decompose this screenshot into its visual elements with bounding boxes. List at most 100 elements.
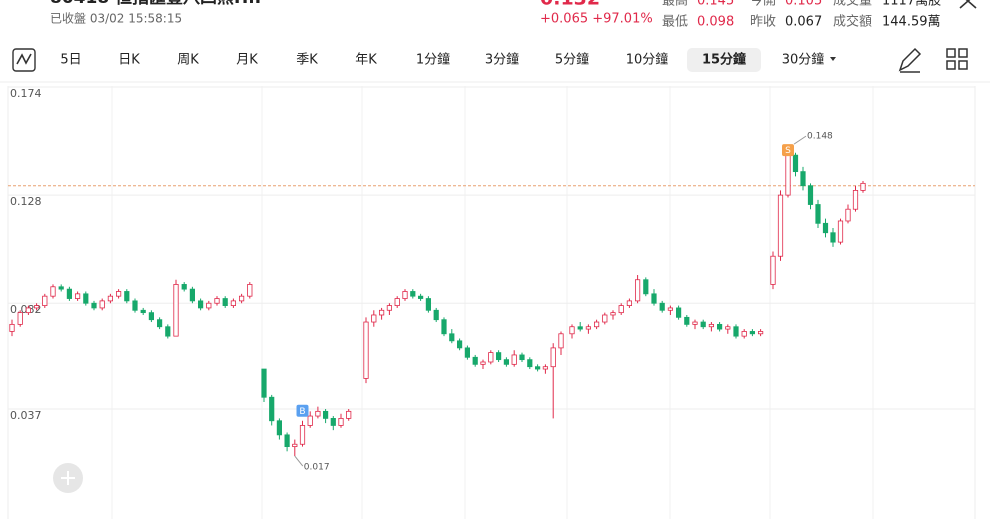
price: 0.132 — [540, 0, 600, 10]
candle-body — [346, 410, 352, 419]
candle-body — [222, 298, 228, 306]
candle-body — [261, 368, 267, 398]
buy-marker-label: B — [299, 407, 305, 417]
candle-body — [230, 300, 236, 306]
candle-body — [643, 279, 649, 295]
stat-value: 144.59萬 — [882, 15, 941, 30]
change: +0.065 +97.01% — [540, 12, 653, 27]
candle-body — [42, 295, 48, 306]
tab[interactable]: 1分鐘 — [416, 52, 450, 68]
candle-body — [91, 302, 97, 309]
candle-body — [140, 309, 146, 314]
candle-body — [815, 204, 821, 224]
tab[interactable]: 周K — [177, 53, 199, 68]
close-button[interactable] — [959, 0, 977, 9]
candle-body — [299, 425, 306, 445]
add-button[interactable] — [53, 463, 83, 493]
dropdown-arrow — [830, 57, 836, 61]
tab[interactable]: 5分鐘 — [555, 52, 589, 68]
candle-body — [577, 326, 583, 330]
stat-value: 0.067 — [785, 15, 822, 30]
tab[interactable]: 月K — [236, 53, 258, 68]
candle-body — [542, 366, 549, 370]
candle-body — [189, 288, 195, 302]
stat-label: 昨收 — [750, 15, 776, 30]
y-tick-label: 0.174 — [10, 87, 42, 100]
candle-body — [749, 331, 756, 335]
candle-body — [83, 293, 89, 304]
candle-body — [338, 418, 344, 426]
candle-body — [50, 286, 56, 297]
candle-body — [558, 333, 564, 349]
tab[interactable]: 5日 — [60, 53, 81, 68]
candle-body — [75, 293, 81, 299]
candle-body — [116, 291, 122, 297]
stat-value: 0.105 — [785, 0, 822, 9]
candle-body — [667, 307, 674, 311]
tab[interactable]: 30分鐘 — [782, 52, 825, 68]
candle-body — [449, 333, 455, 342]
candle-body — [585, 326, 592, 330]
candle-body — [807, 185, 814, 205]
candle-body — [692, 321, 698, 325]
candle-body — [107, 295, 113, 302]
candle-body — [535, 366, 541, 370]
candle-body — [741, 331, 747, 337]
tab[interactable]: 日K — [118, 53, 140, 68]
candle-body — [708, 323, 715, 328]
stat-label: 成交額 — [833, 14, 872, 30]
y-tick-label: 0.128 — [10, 195, 42, 208]
candle-body — [34, 305, 40, 309]
candle-body — [618, 305, 624, 314]
candle-body — [386, 305, 393, 311]
candle-body — [770, 255, 776, 285]
stat-label: 最低 — [662, 15, 688, 30]
stat-label: 今開 — [750, 0, 776, 9]
stock-name: 80418 恒指匯豐八四熊H.P — [50, 0, 267, 8]
candle-body — [181, 284, 187, 290]
candle-body — [837, 220, 844, 243]
candle-body — [822, 222, 829, 234]
tab[interactable]: 3分鐘 — [485, 52, 519, 68]
tab[interactable]: 10分鐘 — [626, 52, 669, 68]
candle-body — [165, 326, 171, 337]
candle-body — [792, 154, 799, 173]
candle-body — [148, 312, 154, 321]
indicator-button[interactable] — [12, 48, 36, 72]
tab[interactable]: 季K — [296, 53, 318, 68]
candle-body — [417, 295, 424, 299]
candle-body — [860, 182, 866, 191]
candle-body — [247, 284, 253, 297]
stat-value: 0.098 — [697, 15, 734, 30]
tab-selected-bg — [687, 48, 761, 72]
candle-body — [717, 323, 723, 330]
candle-body — [99, 300, 105, 309]
layout-button[interactable] — [946, 48, 968, 70]
candle-body — [480, 361, 486, 365]
candle-body — [550, 347, 556, 368]
candle-body — [602, 314, 608, 323]
candle-body — [307, 415, 313, 426]
tab[interactable]: 15分鐘 — [702, 52, 746, 68]
candle-body — [378, 309, 385, 316]
low-annotation: 0.017 — [304, 463, 330, 473]
candle-body — [684, 316, 690, 325]
candle-body — [733, 326, 739, 337]
candle-body — [441, 319, 447, 335]
annotation-leader — [294, 455, 304, 467]
candle-body — [800, 171, 806, 187]
candle-body — [315, 410, 321, 417]
candle-body — [676, 307, 682, 318]
candle-body — [25, 307, 32, 314]
draw-button[interactable] — [898, 47, 922, 73]
candle-body — [700, 321, 706, 328]
candle-body — [156, 319, 163, 328]
candle-body — [124, 291, 130, 302]
candle-body — [197, 300, 204, 309]
tab[interactable]: 年K — [355, 53, 377, 68]
stat-value: 1117萬股 — [882, 0, 941, 9]
candle-body — [132, 300, 138, 311]
candle-body — [9, 323, 15, 332]
candle-body — [659, 302, 665, 311]
